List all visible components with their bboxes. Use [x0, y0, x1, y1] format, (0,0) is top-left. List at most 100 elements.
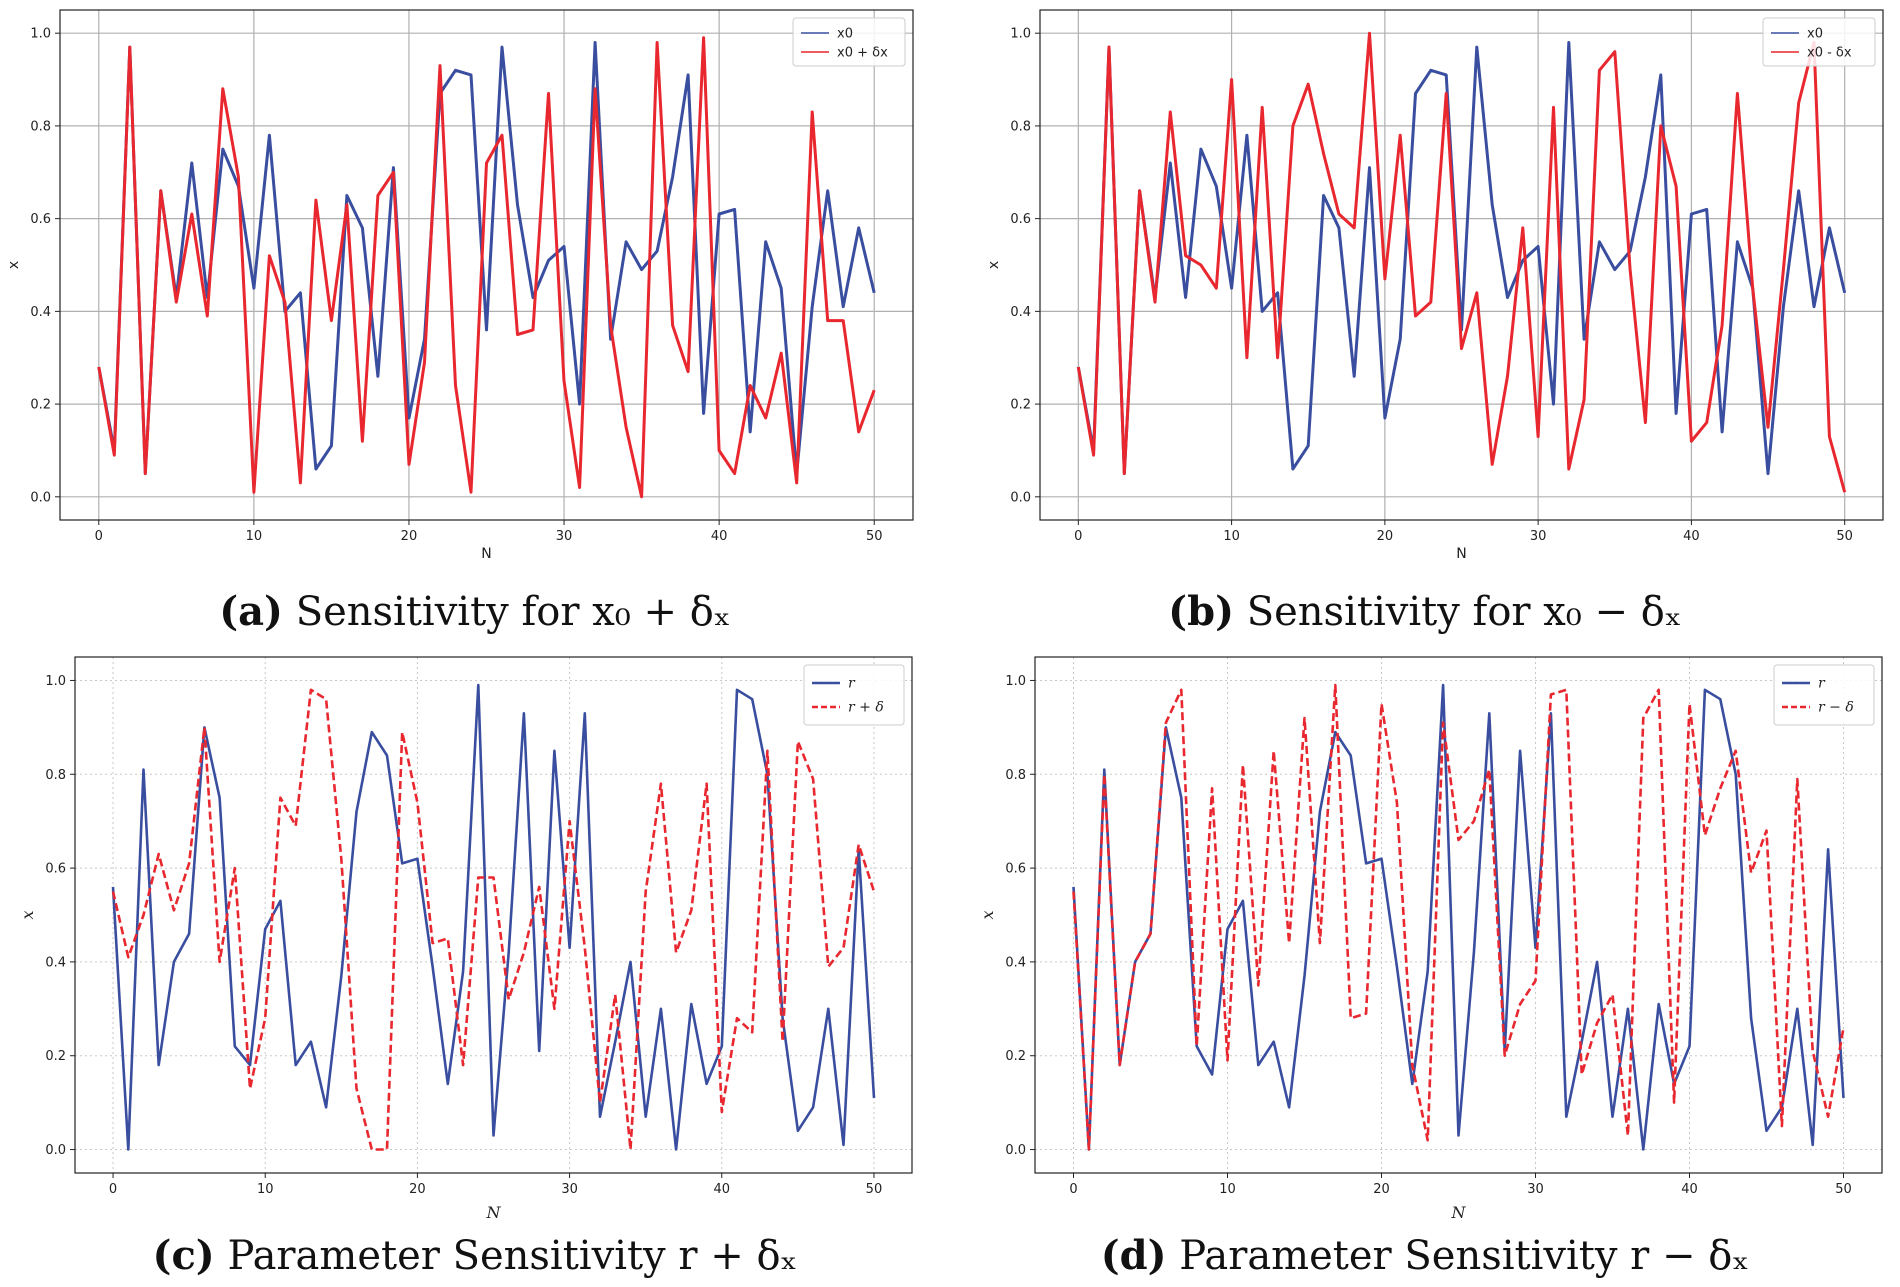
y-axis-label: x	[978, 910, 997, 919]
y-tick-label: 0.8	[1005, 768, 1026, 783]
chart-b-svg: 0 10 20 30 40 50 0.0 0.2 0.4 0.6 0.8 1.0 Nx x0 x0 - δx	[986, 9, 1884, 562]
y-tick-label: 1.0	[45, 674, 66, 689]
chart-c-svg: 0 10 20 30 40 50 0.0 0.2 0.4 0.6 0.8 1.0 Nx r r + δ	[18, 656, 913, 1222]
caption-d: (d) Parameter Sensitivity r − δₓ	[950, 1232, 1900, 1279]
x-tick-label: 0	[1074, 529, 1082, 544]
plot-frame	[1034, 656, 1883, 1174]
x-tick-label: 10	[257, 1182, 274, 1197]
x-axis-label: N	[481, 546, 491, 562]
x-tick-label: 0	[109, 1182, 117, 1197]
caption-a-label: (a)	[219, 588, 283, 635]
y-axis-label: x	[18, 910, 37, 919]
y-tick-label: 0.8	[30, 119, 51, 134]
y-tick-label: 0.6	[30, 212, 51, 227]
legend-box	[1773, 664, 1875, 726]
y-axis-label: x	[986, 261, 1002, 269]
y-tick-label: 0.4	[1010, 305, 1031, 320]
x-tick-label: 0	[95, 529, 103, 544]
x-tick-label: 10	[246, 529, 263, 544]
legend-label-1: x0 + δx	[837, 46, 888, 61]
caption-c-text: Parameter Sensitivity r + δₓ	[227, 1233, 798, 1279]
caption-a-text: Sensitivity for x₀ + δₓ	[295, 589, 731, 635]
x-tick-label: 20	[401, 529, 418, 544]
x-tick-label: 40	[1683, 529, 1700, 544]
x-tick-label: 10	[1219, 1182, 1236, 1197]
legend-label-1: x0 - δx	[1807, 46, 1852, 61]
x-tick-label: 20	[1377, 529, 1394, 544]
x-axis-label: N	[486, 1203, 502, 1222]
chart-a-svg: 0 10 20 30 40 50 0.0 0.2 0.4 0.6 0.8 1.0 Nx x0 x0 + δx	[6, 9, 914, 562]
y-tick-label: 0.0	[45, 1143, 66, 1158]
series-line-0	[1072, 683, 1845, 1151]
chart-d-svg: 0 10 20 30 40 50 0.0 0.2 0.4 0.6 0.8 1.0 Nx r r − δ	[978, 656, 1883, 1222]
x-tick-label: 50	[1836, 529, 1853, 544]
legend-label-0: r	[848, 676, 856, 692]
series-line-0	[111, 683, 876, 1151]
x-tick-label: 20	[1373, 1182, 1390, 1197]
legend-box	[803, 664, 905, 726]
legend-box	[792, 17, 906, 67]
y-tick-label: 0.6	[45, 862, 66, 877]
x-tick-label: 0	[1069, 1182, 1077, 1197]
caption-a: (a) Sensitivity for x₀ + δₓ	[0, 588, 950, 635]
x-tick-label: 30	[1527, 1182, 1544, 1197]
x-tick-label: 50	[1835, 1182, 1852, 1197]
y-tick-label: 0.2	[1010, 398, 1031, 413]
plot-frame	[74, 656, 913, 1174]
legend-label-1: r + δ	[848, 700, 884, 716]
y-tick-label: 0.4	[1005, 955, 1026, 970]
x-axis-label: N	[1456, 546, 1466, 562]
x-tick-label: 40	[713, 1182, 730, 1197]
y-tick-label: 1.0	[30, 27, 51, 42]
y-tick-label: 1.0	[1005, 674, 1026, 689]
caption-d-label: (d)	[1100, 1232, 1167, 1279]
legend-label-1: r − δ	[1818, 700, 1854, 716]
x-tick-label: 40	[1681, 1182, 1698, 1197]
y-tick-label: 0.2	[30, 398, 51, 413]
plot-frame	[59, 9, 914, 521]
y-tick-label: 0.0	[30, 490, 51, 505]
legend-label-0: x0	[1807, 27, 1823, 42]
series-line-1	[1072, 683, 1845, 1151]
x-tick-label: 40	[711, 529, 728, 544]
legend-box	[1762, 17, 1876, 67]
x-tick-label: 50	[866, 1182, 883, 1197]
y-tick-label: 0.2	[45, 1049, 66, 1064]
plot-frame	[1039, 9, 1884, 521]
caption-d-text: Parameter Sensitivity r − δₓ	[1179, 1233, 1750, 1279]
y-tick-label: 0.4	[45, 955, 66, 970]
y-tick-label: 0.4	[30, 305, 51, 320]
y-tick-label: 0.0	[1005, 1143, 1026, 1158]
x-tick-label: 30	[1530, 529, 1547, 544]
caption-b-text: Sensitivity for x₀ − δₓ	[1246, 589, 1682, 635]
x-axis-label: N	[1451, 1203, 1467, 1222]
y-axis-label: x	[6, 261, 22, 269]
series-line-1	[1076, 31, 1847, 493]
y-tick-label: 0.8	[45, 768, 66, 783]
x-tick-label: 20	[409, 1182, 426, 1197]
y-tick-label: 1.0	[1010, 27, 1031, 42]
y-tick-label: 0.0	[1010, 490, 1031, 505]
legend-label-0: x0	[837, 27, 853, 42]
y-tick-label: 0.8	[1010, 119, 1031, 134]
caption-c: (c) Parameter Sensitivity r + δₓ	[0, 1232, 950, 1279]
series-line-1	[111, 688, 876, 1151]
x-tick-label: 10	[1223, 529, 1240, 544]
legend-label-0: r	[1818, 676, 1826, 692]
caption-b: (b) Sensitivity for x₀ − δₓ	[950, 588, 1900, 635]
x-tick-label: 30	[556, 529, 573, 544]
y-tick-label: 0.6	[1005, 862, 1026, 877]
series-line-0	[1076, 41, 1847, 476]
x-tick-label: 50	[866, 529, 883, 544]
y-tick-label: 0.2	[1005, 1049, 1026, 1064]
series-line-1	[97, 36, 876, 499]
series-line-0	[97, 41, 876, 476]
x-tick-label: 30	[561, 1182, 578, 1197]
caption-c-label: (c)	[152, 1232, 215, 1279]
y-tick-label: 0.6	[1010, 212, 1031, 227]
caption-b-label: (b)	[1168, 588, 1234, 635]
